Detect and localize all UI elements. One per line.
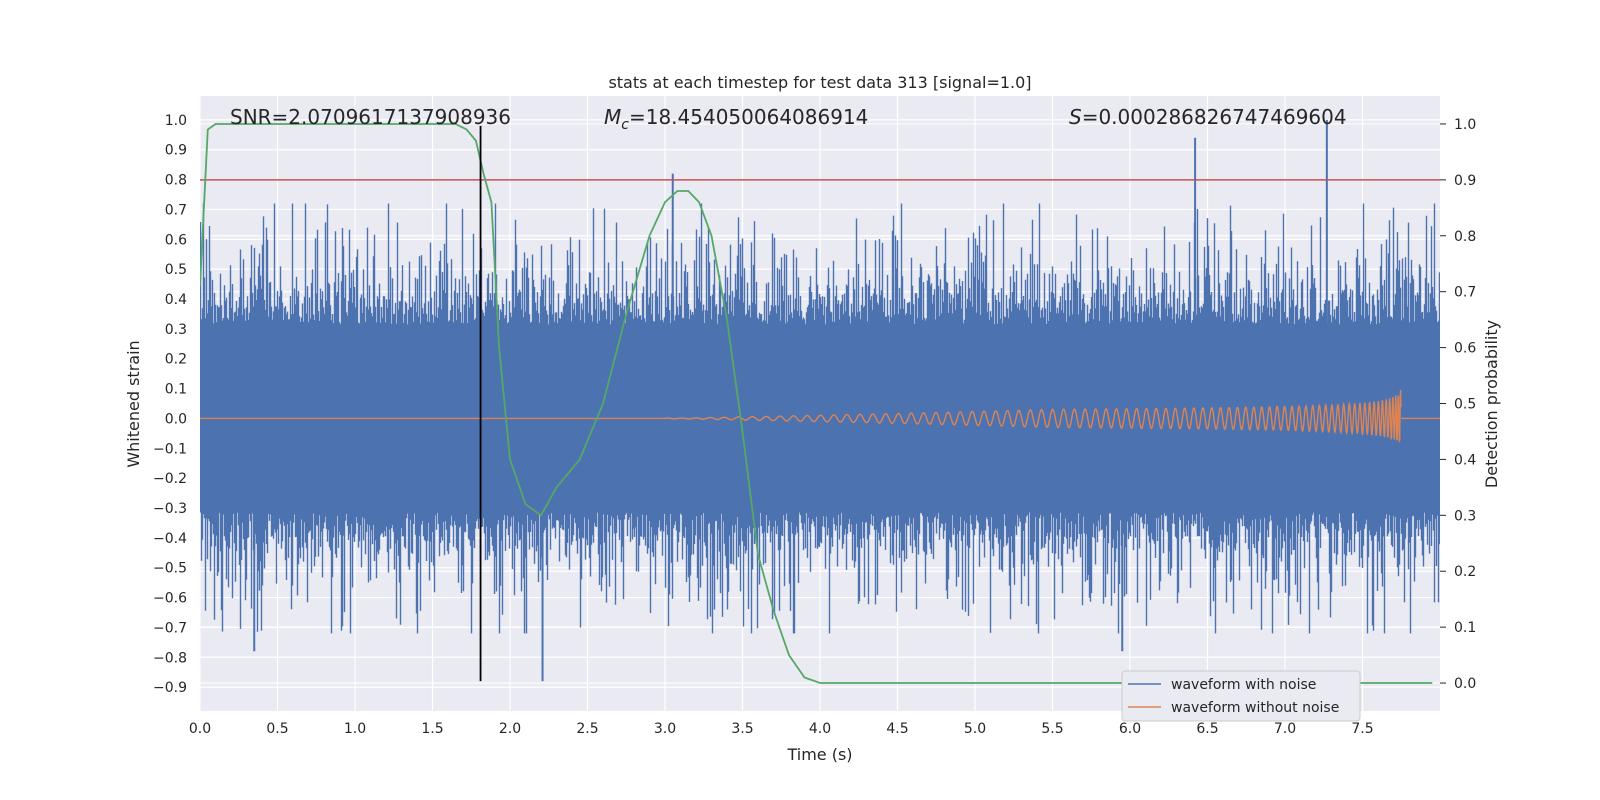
y2-tick-label: 0.6 [1454, 341, 1476, 357]
y-tick-label: −0.8 [153, 650, 187, 666]
x-tick-label: 0.5 [266, 721, 288, 737]
chirp-mass-value: =18.454050064086914 [629, 105, 868, 129]
y-tick-label: −0.6 [153, 591, 187, 607]
s-value: =0.000286826747469604 [1082, 105, 1347, 129]
chirp-mass-symbol: M [604, 105, 621, 129]
y-tick-label: 0.4 [165, 292, 187, 308]
legend-label-clean: waveform without noise [1171, 700, 1339, 716]
legend-box [1121, 670, 1361, 722]
x-tick-label: 3.5 [731, 721, 753, 737]
x-tick-label: 4.0 [809, 721, 831, 737]
x-tick-label: 6.0 [1119, 721, 1141, 737]
x-tick-label: 5.5 [1041, 721, 1063, 737]
y2-tick-label: 0.3 [1454, 508, 1476, 524]
x-tick-label: 2.0 [499, 721, 521, 737]
y2-tick-label: 0.9 [1454, 173, 1476, 189]
series-waveform-without-noise [200, 390, 1402, 442]
x-tick-label: 1.5 [421, 721, 443, 737]
y-tick-label: −0.1 [153, 441, 187, 457]
y-tick-label: 0.7 [165, 202, 187, 218]
x-tick-label: 6.5 [1196, 721, 1218, 737]
chirp-mass-subscript: c [621, 117, 629, 133]
x-tick-label: 2.5 [576, 721, 598, 737]
y2-axis-label: Detection probability [1482, 320, 1501, 488]
x-tick-label: 5.0 [964, 721, 986, 737]
y-tick-label: 0.3 [165, 322, 187, 338]
x-tick-label: 3.0 [654, 721, 676, 737]
y-tick-label: 0.6 [165, 232, 187, 248]
chirp-mass-annotation: Mc=18.454050064086914 [604, 105, 868, 133]
y-tick-label: 0.8 [165, 173, 187, 189]
x-tick-labels: 0.0 0.5 1.0 1.5 2.0 2.5 3.0 3.5 4.0 4.5 5.0 5.5 6.0 6… [189, 721, 1374, 737]
chart-title: stats at each timestep for test data 313… [608, 73, 1031, 92]
y2-tick-label: 0.0 [1454, 676, 1476, 692]
legend-label-noise: waveform with noise [1171, 677, 1316, 693]
y2-tick-label: 0.4 [1454, 452, 1476, 468]
y2-tick-label: 0.8 [1454, 229, 1476, 245]
y-tick-label: 0.2 [165, 352, 187, 368]
x-axis-label: Time (s) [786, 745, 852, 764]
snr-annotation: SNR=2.0709617137908936 [230, 105, 511, 129]
y-tick-label: −0.5 [153, 561, 187, 577]
y-tick-label: −0.2 [153, 471, 187, 487]
x-tick-label: 0.0 [189, 721, 211, 737]
y-tick-label: 0.1 [165, 382, 187, 398]
y-tick-label: −0.4 [153, 531, 187, 547]
y-axis-label: Whitened strain [124, 340, 143, 467]
y2-tick-label: 0.1 [1454, 620, 1476, 636]
y-tick-label: 1.0 [165, 113, 187, 129]
y2-tick-labels: 1.0 0.9 0.8 0.7 0.6 0.5 0.4 0.3 0.2 0.1 0.0 [1440, 117, 1476, 692]
legend: waveform with noise waveform without noi… [1121, 670, 1361, 722]
y2-tick-label: 0.7 [1454, 285, 1476, 301]
x-tick-label: 7.0 [1274, 721, 1296, 737]
x-tick-label: 1.0 [344, 721, 366, 737]
x-tick-label: 7.5 [1351, 721, 1373, 737]
y-tick-label: 0.0 [165, 411, 187, 427]
y2-tick-label: 0.2 [1454, 564, 1476, 580]
y2-tick-label: 0.5 [1454, 397, 1476, 413]
y2-tick-label: 1.0 [1454, 117, 1476, 133]
y-tick-labels: 1.0 0.9 0.8 0.7 0.6 0.5 0.4 0.3 0.2 0.1 0.0 −0.1 −0.… [153, 113, 187, 696]
y-tick-label: −0.9 [153, 680, 187, 696]
y-tick-label: −0.7 [153, 620, 187, 636]
y-tick-label: −0.3 [153, 501, 187, 517]
y-tick-label: 0.9 [165, 143, 187, 159]
y-tick-label: 0.5 [165, 262, 187, 278]
s-symbol: S [1069, 105, 1082, 129]
s-annotation: S=0.000286826747469604 [1069, 105, 1347, 129]
x-tick-label: 4.5 [886, 721, 908, 737]
series-detection-probability [200, 123, 1433, 684]
